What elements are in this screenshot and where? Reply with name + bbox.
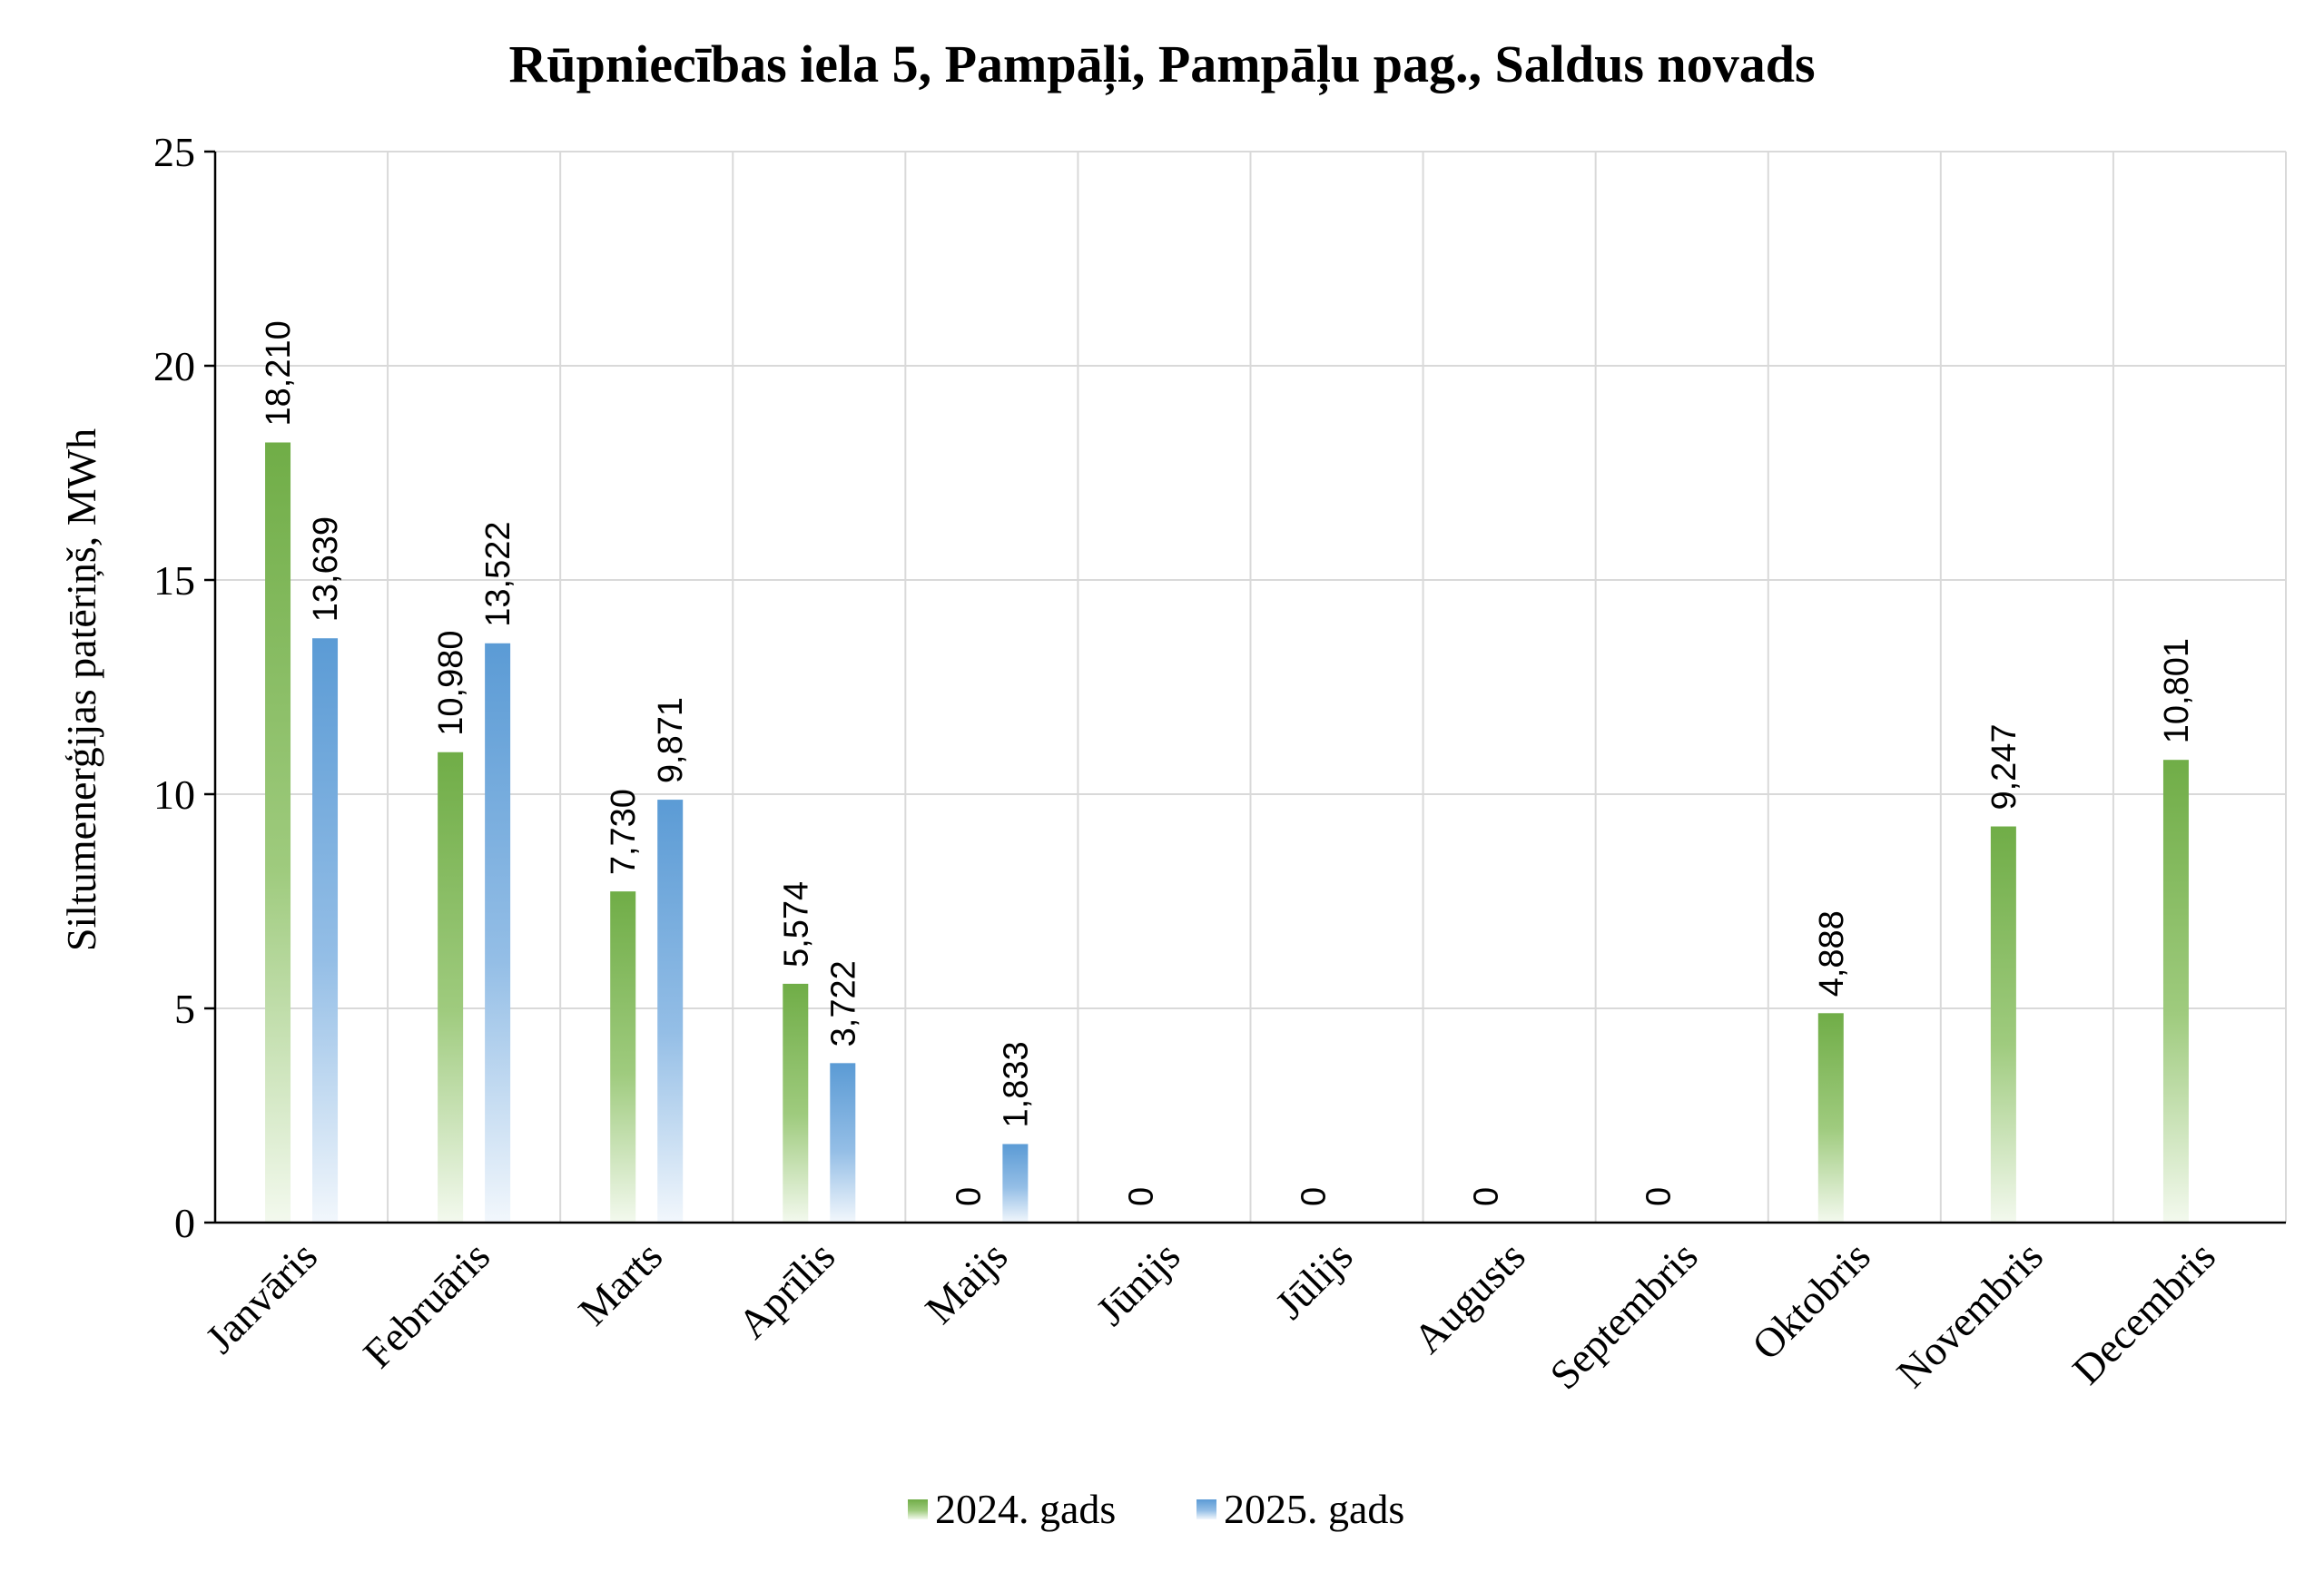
data-label: 0 — [1640, 1187, 1679, 1206]
bar-2024 — [2162, 760, 2189, 1223]
y-tick-label: 15 — [153, 557, 195, 604]
y-tick-label: 25 — [153, 129, 195, 175]
chart-title: Rūpniecības iela 5, Pampāļi, Pampāļu pag… — [508, 34, 1815, 95]
bar-2025 — [1002, 1144, 1029, 1223]
data-label: 18,210 — [260, 320, 298, 426]
y-tick-label: 10 — [153, 771, 195, 818]
legend-label-2024: 2024. gads — [935, 1486, 1116, 1532]
data-label: 0 — [1122, 1187, 1160, 1206]
data-label: 0 — [1295, 1187, 1334, 1206]
legend-label-2025: 2025. gads — [1224, 1486, 1404, 1532]
x-category-label: Maijs — [916, 1233, 1016, 1332]
legend-swatch-2024 — [908, 1499, 928, 1519]
data-label: 13,639 — [307, 516, 345, 622]
grid — [215, 151, 2287, 1223]
data-label: 7,730 — [605, 789, 643, 875]
x-category-label: Jūlijs — [1266, 1233, 1362, 1328]
data-label: 3,722 — [824, 960, 862, 1046]
data-label: 10,801 — [2158, 638, 2196, 743]
x-category-label: Februāris — [354, 1233, 498, 1377]
x-category-label: Novembris — [1887, 1233, 2052, 1397]
y-tick-label: 5 — [174, 986, 195, 1032]
bar-2025 — [312, 638, 339, 1223]
bar-2024 — [783, 983, 809, 1223]
x-category-label: Oktobris — [1743, 1233, 1879, 1369]
y-axis-label: Siltumenerģijas patēriņš, MWh — [58, 428, 104, 951]
data-label: 9,247 — [1985, 723, 2024, 810]
bar-2024 — [1817, 1013, 1844, 1223]
bar-2024 — [1990, 826, 2016, 1223]
data-label: 10,980 — [432, 631, 470, 736]
x-category-label: Septembris — [1541, 1233, 1706, 1398]
data-labels: 18,210 10,980 7,730 5,574 0 0 0 0 0 4,888 9,247 10,… — [260, 320, 2196, 1206]
x-category-label: Aprīlis — [729, 1233, 843, 1347]
data-label: 0 — [1468, 1187, 1506, 1206]
bars — [265, 442, 2189, 1223]
x-category-label: Marts — [569, 1233, 671, 1334]
data-label: 9,871 — [652, 697, 690, 783]
data-label: 13,522 — [479, 522, 517, 627]
data-label: 4,888 — [1813, 910, 1851, 997]
bar-2024 — [438, 752, 464, 1223]
bar-2025 — [485, 643, 511, 1223]
axes: 0 5 10 15 20 25 Janvāris Februāris Marts Aprīlis M… — [153, 129, 2286, 1398]
x-category-label: Jūnijs — [1088, 1233, 1189, 1334]
bar-2024 — [265, 442, 291, 1223]
y-tick-label: 0 — [174, 1200, 195, 1246]
bar-2025 — [830, 1063, 856, 1223]
legend: 2024. gads 2025. gads — [908, 1486, 1404, 1532]
x-category-label: Janvāris — [196, 1233, 326, 1362]
x-category-label: Augusts — [1404, 1233, 1534, 1362]
data-label: 5,574 — [777, 881, 815, 968]
y-tick-label: 20 — [153, 343, 195, 389]
legend-swatch-2025 — [1196, 1499, 1216, 1519]
data-label: 0 — [950, 1187, 988, 1206]
data-label: 1,833 — [997, 1041, 1035, 1127]
bar-2024 — [610, 891, 636, 1223]
bar-2025 — [657, 800, 684, 1223]
x-category-label: Decembris — [2063, 1233, 2224, 1393]
